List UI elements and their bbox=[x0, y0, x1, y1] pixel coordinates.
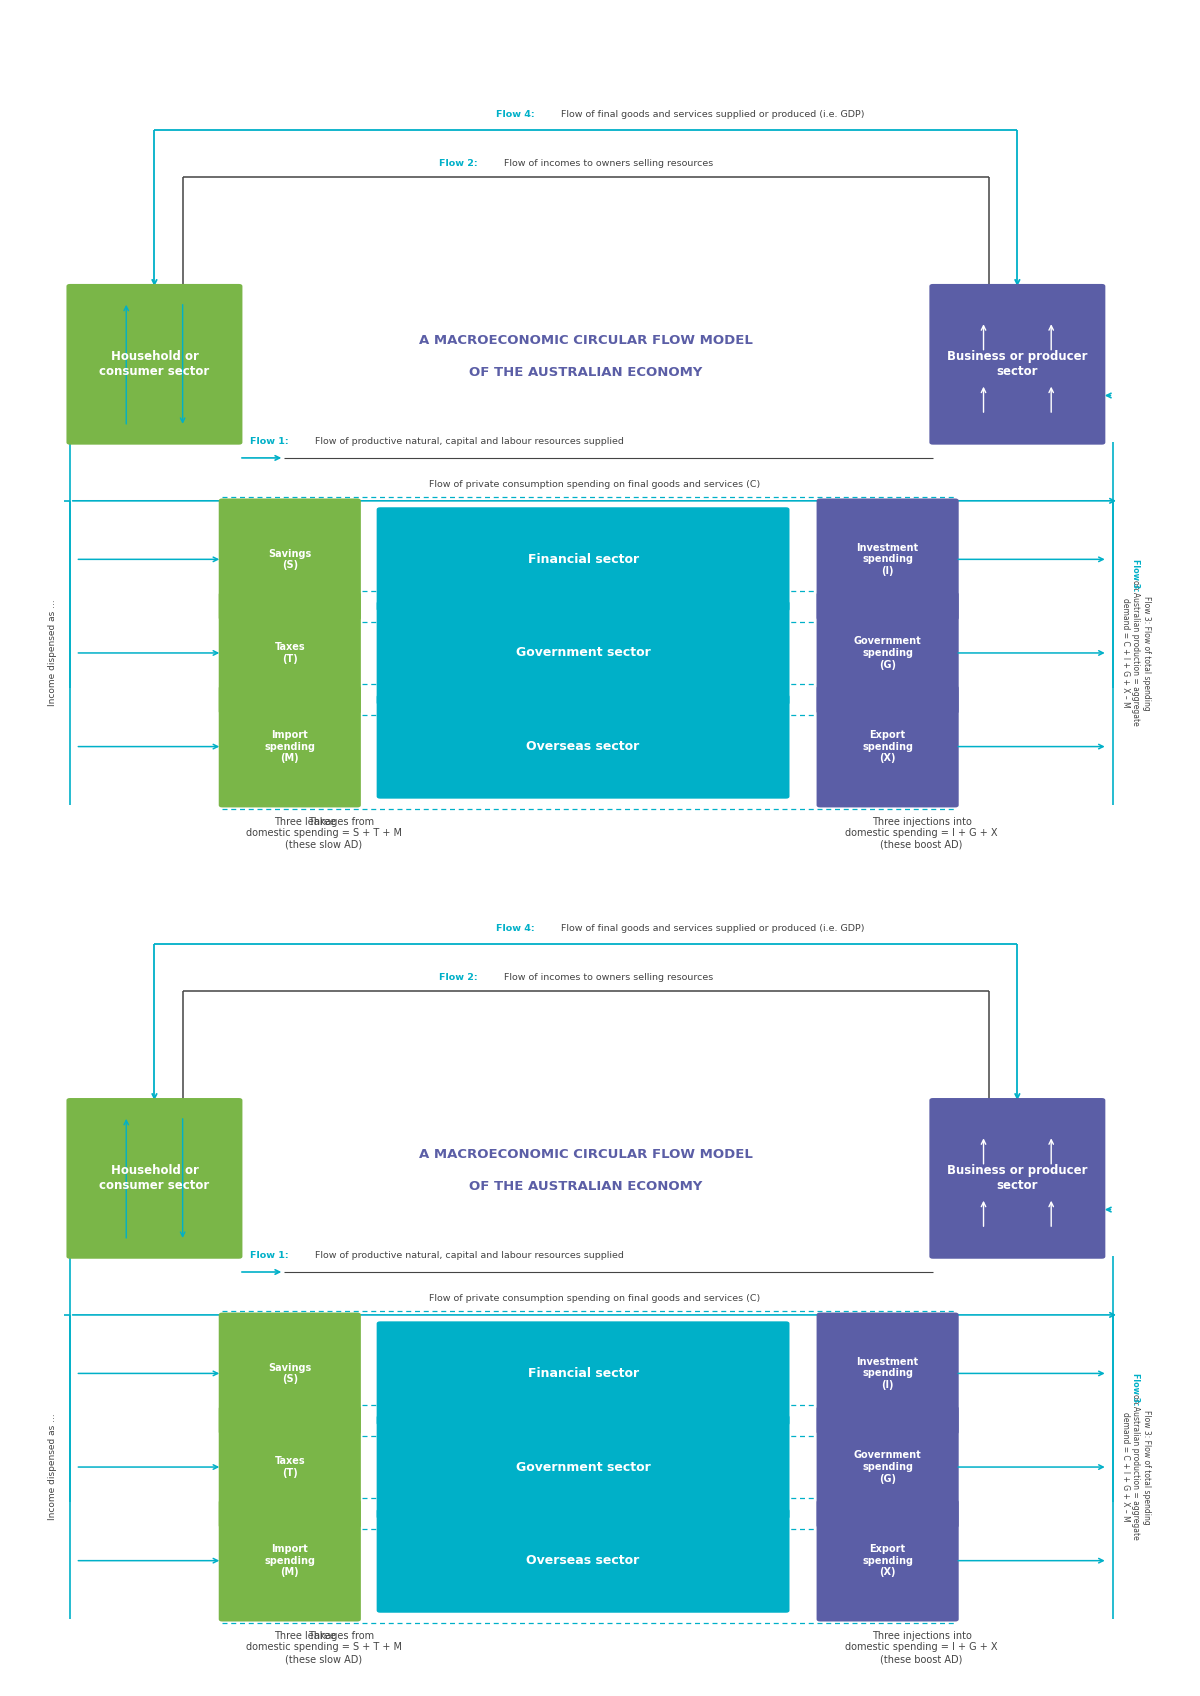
Text: Flow 4:: Flow 4: bbox=[496, 110, 534, 119]
Text: Three leakages from
domestic spending = S + T + M
(these slow AD): Three leakages from domestic spending = … bbox=[246, 1632, 402, 1664]
Text: Overseas sector: Overseas sector bbox=[527, 739, 640, 753]
Text: Flow of final goods and services supplied or produced (i.e. GDP): Flow of final goods and services supplie… bbox=[558, 924, 864, 933]
Text: Flow of final goods and services supplied or produced (i.e. GDP): Flow of final goods and services supplie… bbox=[558, 110, 864, 119]
Text: Three injections into
domestic spending = I + G + X
(these boost AD): Three injections into domestic spending … bbox=[845, 1632, 997, 1664]
FancyBboxPatch shape bbox=[218, 1313, 361, 1435]
Text: Flow of private consumption spending on final goods and services (C): Flow of private consumption spending on … bbox=[428, 1294, 760, 1303]
Text: Government
spending
(G): Government spending (G) bbox=[853, 1450, 922, 1484]
FancyBboxPatch shape bbox=[66, 1097, 242, 1258]
Text: Flow 3:: Flow 3: bbox=[1132, 558, 1140, 592]
Text: Government sector: Government sector bbox=[516, 1460, 650, 1474]
Text: Savings
(S): Savings (S) bbox=[268, 1362, 312, 1384]
FancyBboxPatch shape bbox=[816, 592, 959, 714]
Text: Financial sector: Financial sector bbox=[528, 1367, 638, 1381]
FancyBboxPatch shape bbox=[66, 283, 242, 444]
Text: Flow 4:: Flow 4: bbox=[496, 924, 534, 933]
FancyBboxPatch shape bbox=[218, 1499, 361, 1621]
Text: Investment
spending
(I): Investment spending (I) bbox=[857, 543, 919, 577]
FancyBboxPatch shape bbox=[218, 592, 361, 714]
Text: Business or producer
sector: Business or producer sector bbox=[947, 1165, 1087, 1192]
FancyBboxPatch shape bbox=[816, 1313, 959, 1435]
Text: Export
spending
(X): Export spending (X) bbox=[862, 729, 913, 763]
FancyBboxPatch shape bbox=[377, 694, 790, 799]
Text: A MACROECONOMIC CIRCULAR FLOW MODEL: A MACROECONOMIC CIRCULAR FLOW MODEL bbox=[419, 1148, 752, 1162]
Text: Overseas sector: Overseas sector bbox=[527, 1554, 640, 1567]
FancyBboxPatch shape bbox=[377, 1321, 790, 1426]
Text: Household or
consumer sector: Household or consumer sector bbox=[100, 351, 210, 378]
FancyBboxPatch shape bbox=[377, 1508, 790, 1613]
Text: Flow of incomes to owners selling resources: Flow of incomes to owners selling resour… bbox=[502, 159, 714, 168]
Text: Government
spending
(G): Government spending (G) bbox=[853, 636, 922, 670]
Text: Export
spending
(X): Export spending (X) bbox=[862, 1543, 913, 1577]
Text: Flow of private consumption spending on final goods and services (C): Flow of private consumption spending on … bbox=[428, 480, 760, 488]
FancyBboxPatch shape bbox=[377, 600, 790, 706]
Text: Government sector: Government sector bbox=[516, 646, 650, 660]
Text: Flow of productive natural, capital and labour resources supplied: Flow of productive natural, capital and … bbox=[312, 1252, 624, 1260]
FancyBboxPatch shape bbox=[929, 1097, 1105, 1258]
FancyBboxPatch shape bbox=[218, 499, 361, 621]
Text: Household or
consumer sector: Household or consumer sector bbox=[100, 1165, 210, 1192]
Text: OF THE AUSTRALIAN ECONOMY: OF THE AUSTRALIAN ECONOMY bbox=[469, 366, 702, 378]
Text: Flow 2:: Flow 2: bbox=[439, 974, 478, 982]
Text: Savings
(S): Savings (S) bbox=[268, 548, 312, 570]
FancyBboxPatch shape bbox=[218, 685, 361, 807]
Text: Flow of productive natural, capital and labour resources supplied: Flow of productive natural, capital and … bbox=[312, 438, 624, 446]
Text: Income dispensed as ...: Income dispensed as ... bbox=[48, 1414, 58, 1520]
Text: Import
spending
(M): Import spending (M) bbox=[264, 1543, 316, 1577]
Text: OF THE AUSTRALIAN ECONOMY: OF THE AUSTRALIAN ECONOMY bbox=[469, 1180, 702, 1192]
FancyBboxPatch shape bbox=[377, 507, 790, 612]
Text: Three: Three bbox=[308, 1632, 340, 1640]
Text: Flow 2:: Flow 2: bbox=[439, 159, 478, 168]
FancyBboxPatch shape bbox=[377, 1414, 790, 1520]
FancyBboxPatch shape bbox=[218, 1406, 361, 1528]
Text: Flow 1:: Flow 1: bbox=[251, 438, 289, 446]
FancyBboxPatch shape bbox=[816, 1406, 959, 1528]
Text: Flow 3: Flow of total spending
on Australian production = aggregate
demand = C +: Flow 3: Flow of total spending on Austra… bbox=[1121, 1394, 1151, 1540]
FancyBboxPatch shape bbox=[816, 1499, 959, 1621]
FancyBboxPatch shape bbox=[929, 283, 1105, 444]
FancyBboxPatch shape bbox=[816, 685, 959, 807]
Text: Taxes
(T): Taxes (T) bbox=[275, 643, 305, 663]
Text: Three: Three bbox=[308, 817, 340, 826]
Text: Business or producer
sector: Business or producer sector bbox=[947, 351, 1087, 378]
Text: Import
spending
(M): Import spending (M) bbox=[264, 729, 316, 763]
Text: Flow 3: Flow of total spending
on Australian production = aggregate
demand = C +: Flow 3: Flow of total spending on Austra… bbox=[1121, 580, 1151, 726]
Text: Taxes
(T): Taxes (T) bbox=[275, 1457, 305, 1477]
Text: Investment
spending
(I): Investment spending (I) bbox=[857, 1357, 919, 1391]
Text: Three injections into
domestic spending = I + G + X
(these boost AD): Three injections into domestic spending … bbox=[845, 817, 997, 850]
Text: A MACROECONOMIC CIRCULAR FLOW MODEL: A MACROECONOMIC CIRCULAR FLOW MODEL bbox=[419, 334, 752, 348]
FancyBboxPatch shape bbox=[816, 499, 959, 621]
Text: Flow 1:: Flow 1: bbox=[251, 1252, 289, 1260]
Text: Flow of incomes to owners selling resources: Flow of incomes to owners selling resour… bbox=[502, 974, 714, 982]
Text: Financial sector: Financial sector bbox=[528, 553, 638, 566]
Text: Three leakages from
domestic spending = S + T + M
(these slow AD): Three leakages from domestic spending = … bbox=[246, 817, 402, 850]
Text: Flow 3:: Flow 3: bbox=[1132, 1372, 1140, 1406]
Text: Income dispensed as ...: Income dispensed as ... bbox=[48, 600, 58, 706]
